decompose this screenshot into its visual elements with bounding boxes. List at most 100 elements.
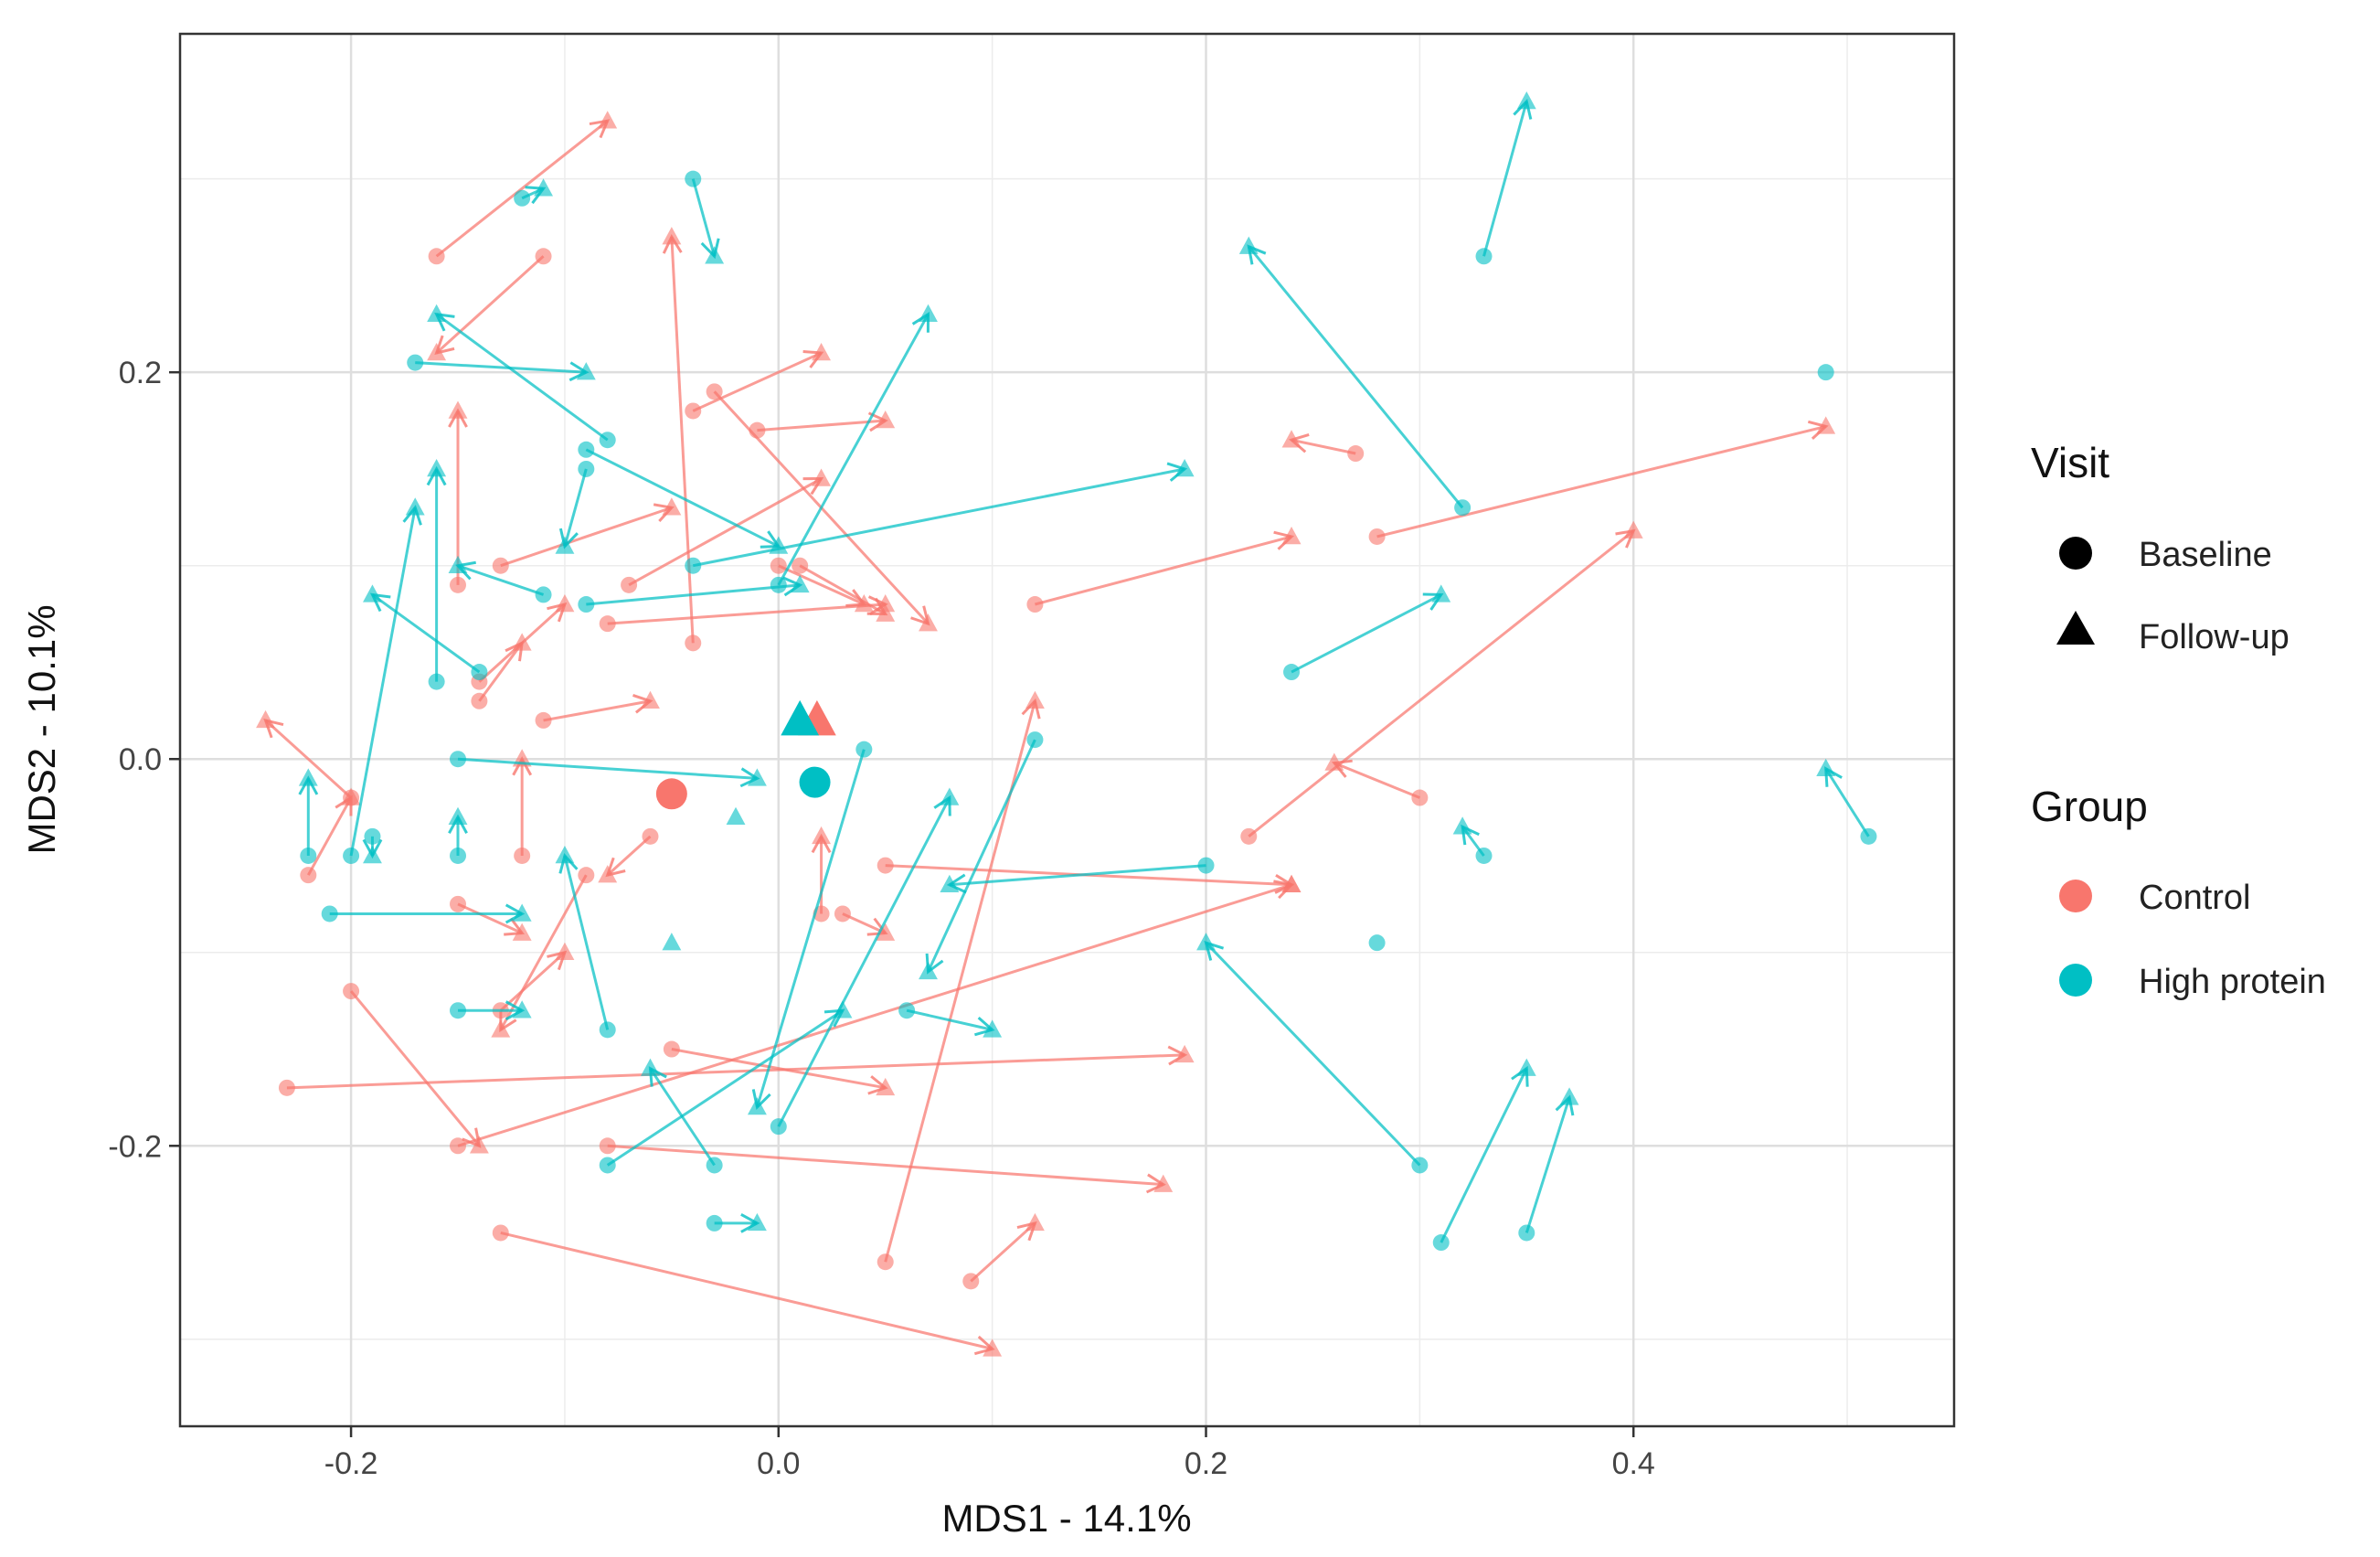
control-arrow-line [606, 835, 652, 877]
legend: Visit Baseline Follow-up Group Control H… [2031, 439, 2326, 1001]
control-baseline-point [450, 895, 467, 912]
control-arrow-line [543, 699, 651, 722]
high-protein-arrow-line [1824, 768, 1870, 837]
control-baseline-point [685, 402, 702, 420]
high-protein-arrow-line [649, 1067, 716, 1167]
high-protein-baseline-point [514, 189, 531, 207]
control-baseline-point [535, 248, 552, 265]
unpaired-baseline-point [1817, 364, 1834, 381]
high-protein-arrow-line [777, 313, 930, 586]
control-baseline-point [578, 867, 595, 884]
high-protein-followup-point [405, 497, 425, 516]
control-arrow-line [457, 883, 1292, 1147]
control-followup-point [469, 1136, 489, 1154]
control-arrow-line [499, 951, 566, 1012]
control-baseline-point [450, 576, 467, 593]
control-baseline-centroid [655, 778, 687, 810]
high-protein-arrow-line [755, 749, 866, 1108]
control-followup-point [812, 468, 832, 486]
high-protein-followup-point [641, 1058, 660, 1076]
high-protein-arrow-line [906, 1008, 993, 1031]
control-followup-point [1281, 526, 1302, 545]
legend-visit-title: Visit [2031, 439, 2109, 486]
control-arrow-line [1291, 438, 1356, 455]
unpaired-followup-point [726, 806, 746, 825]
legend-baseline-circle-icon [2059, 537, 2092, 570]
unpaired-baseline-point [1368, 934, 1386, 952]
high-protein-baseline-point [855, 741, 873, 758]
control-arrow-line [757, 419, 886, 432]
control-baseline-point [599, 615, 616, 633]
high-protein-arrow-line [777, 796, 951, 1127]
control-baseline-point [428, 248, 445, 265]
control-baseline-point [1347, 445, 1365, 463]
high-protein-baseline-point [1432, 1234, 1450, 1252]
high-protein-followup-point [534, 178, 554, 197]
x-tick-label: -0.2 [324, 1446, 378, 1481]
high-protein-baseline-point [1518, 1224, 1535, 1242]
high-protein-followup-point [1816, 758, 1836, 777]
x-axis-title: MDS1 - 14.1% [941, 1497, 1191, 1540]
high-protein-followup-point [1516, 1058, 1536, 1076]
control-followup-point [876, 411, 896, 429]
control-baseline-point [535, 711, 552, 729]
high-protein-followup-point [363, 845, 382, 864]
high-protein-followup-centroid [781, 699, 820, 736]
high-protein-baseline-point [770, 576, 787, 593]
high-protein-baseline-point [300, 847, 317, 864]
control-followup-point [919, 613, 938, 632]
high-protein-baseline-point [770, 1118, 787, 1136]
control-baseline-point [1368, 528, 1386, 545]
control-baseline-point [877, 1253, 894, 1271]
high-protein-followup-point [790, 574, 810, 593]
high-protein-baseline-point [535, 586, 552, 603]
data-marks [256, 91, 1877, 1357]
high-protein-baseline-point [364, 827, 381, 845]
high-protein-followup-point [363, 584, 382, 603]
high-protein-baseline-point [1411, 1157, 1429, 1174]
high-protein-followup-point [555, 845, 575, 864]
control-followup-point [1281, 874, 1302, 892]
high-protein-followup-point [512, 1000, 532, 1018]
control-baseline-point [663, 1040, 680, 1058]
high-protein-arrow-line [1291, 593, 1442, 674]
control-arrow-line [692, 351, 823, 412]
control-baseline-point [300, 867, 317, 884]
high-protein-followup-point [1559, 1087, 1579, 1105]
y-tick-label: 0.2 [119, 356, 162, 390]
axis-ticks: -0.2 0.0 0.2 0.4 -0.2 0.0 0.2 [108, 356, 1654, 1481]
control-baseline-point [706, 383, 723, 400]
high-protein-followup-point [1431, 584, 1451, 603]
control-followup-point [854, 594, 874, 613]
high-protein-baseline-point [578, 596, 595, 613]
legend-high-protein-label: High protein [2139, 963, 2326, 1001]
high-protein-arrow-line [435, 313, 609, 442]
high-protein-followup-point [1196, 933, 1216, 951]
control-arrow-line [1248, 529, 1635, 838]
legend-followup-label: Follow-up [2139, 618, 2290, 656]
high-protein-followup-point [427, 458, 447, 477]
high-protein-arrow-line [927, 739, 1036, 973]
control-baseline-point [834, 905, 851, 922]
high-protein-baseline-point [450, 751, 467, 768]
control-followup-point [1281, 430, 1302, 448]
control-followup-point [1025, 1212, 1045, 1232]
control-followup-point [598, 865, 618, 883]
control-followup-point [876, 1077, 896, 1096]
control-arrow-line [1035, 535, 1292, 606]
legend-followup-triangle-icon [2056, 611, 2095, 645]
high-protein-baseline-point [407, 354, 424, 371]
control-followup-point [555, 942, 575, 961]
control-baseline-point [877, 857, 894, 874]
high-protein-baseline-point [898, 1002, 916, 1019]
high-protein-followup-point [983, 1019, 1003, 1038]
control-followup-point [512, 633, 532, 651]
high-protein-baseline-point [1475, 847, 1493, 864]
control-arrow-line [671, 1048, 886, 1090]
high-protein-arrow-line [563, 855, 610, 1030]
high-protein-followup-point [940, 874, 960, 892]
high-protein-baseline-point [471, 664, 488, 681]
high-protein-arrow-line [1525, 1096, 1571, 1233]
control-followup-point [1174, 1044, 1195, 1063]
high-protein-baseline-point [706, 1157, 723, 1174]
